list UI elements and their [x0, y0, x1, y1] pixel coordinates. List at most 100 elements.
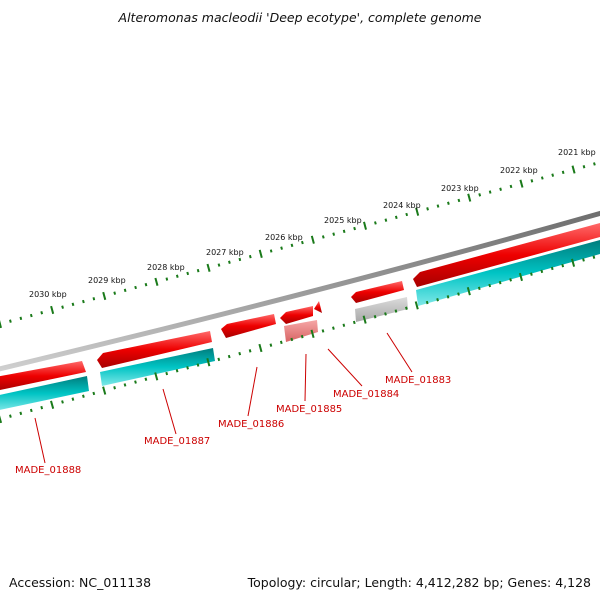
inner-scale-minor-tick — [144, 377, 148, 381]
inner-scale-major-tick — [154, 372, 159, 381]
outer-scale-minor-tick — [238, 257, 242, 262]
gray-feature-block — [355, 297, 408, 322]
outer-scale-minor-tick — [353, 226, 356, 231]
inner-scale-minor-tick — [186, 366, 189, 370]
inner-scale-minor-tick — [290, 337, 294, 342]
inner-scale-minor-tick — [561, 263, 565, 268]
outer-scale-major-tick — [102, 291, 107, 301]
inner-scale-minor-tick — [373, 315, 377, 319]
inner-scale-minor-tick — [436, 298, 439, 302]
leader-line-made-01886 — [247, 366, 258, 417]
inner-scale-minor-tick — [384, 312, 387, 316]
outer-scale-minor-tick — [134, 285, 137, 290]
inner-scale-minor-tick — [582, 258, 585, 262]
outer-scale-minor-tick — [144, 282, 148, 287]
outer-scale-minor-tick — [374, 221, 377, 225]
outer-scale-minor-tick — [478, 193, 482, 197]
gene-arrow-made-01887 — [97, 331, 212, 368]
inner-scale-minor-tick — [40, 405, 44, 410]
gene-arrow-made-01883 — [413, 223, 600, 287]
outer-scale-minor-tick — [269, 249, 273, 253]
inner-scale-minor-tick — [279, 340, 283, 345]
inner-scale-minor-tick — [19, 411, 23, 416]
outer-scale-minor-tick — [290, 243, 294, 248]
inner-scale-major-tick — [50, 400, 55, 409]
gene-label-made-01884: MADE_01884 — [333, 389, 399, 400]
outer-scale-minor-tick — [19, 316, 23, 321]
inner-scale-major-tick — [518, 272, 523, 282]
outer-scale-minor-tick — [332, 232, 336, 236]
outer-scale-minor-tick — [248, 254, 252, 259]
outer-scale-minor-tick — [228, 260, 231, 264]
outer-scale-minor-tick — [186, 271, 190, 276]
outer-scale-major-tick — [0, 319, 2, 329]
outer-scale-major-tick — [571, 165, 576, 174]
inner-scale-minor-tick — [300, 334, 304, 339]
outer-scale-minor-tick — [342, 229, 346, 234]
inner-scale-minor-tick — [269, 343, 273, 347]
inner-scale-major-tick — [206, 358, 211, 367]
outer-scale-minor-tick — [405, 212, 409, 217]
outer-scale-minor-tick — [321, 235, 325, 239]
outer-scale-major-tick — [363, 221, 367, 230]
inner-scale-minor-tick — [550, 266, 554, 271]
inner-scale-minor-tick — [196, 363, 200, 367]
inner-scale-major-tick — [258, 343, 263, 353]
inner-scale-minor-tick — [592, 255, 596, 259]
leader-line-made-01885 — [304, 353, 307, 402]
leader-line-made-01888 — [34, 417, 46, 464]
inner-scale-minor-tick — [457, 292, 460, 296]
scale-label-2021: 2021 kbp — [558, 148, 596, 157]
inner-scale-minor-tick — [61, 400, 64, 404]
outer-scale-minor-tick — [123, 288, 127, 293]
gene-arrow-made-01884 — [351, 281, 404, 303]
scale-label-2024: 2024 kbp — [383, 201, 421, 210]
genome-backbone — [0, 210, 600, 372]
inner-scale-minor-tick — [405, 306, 408, 310]
outer-scale-minor-tick — [61, 305, 64, 309]
outer-scale-minor-tick — [175, 274, 179, 278]
outer-scale-minor-tick — [394, 215, 398, 220]
inner-scale-major-tick — [466, 287, 471, 296]
outer-scale-major-tick — [415, 207, 420, 216]
inner-scale-minor-tick — [352, 320, 356, 325]
pseudogene-block — [284, 320, 318, 342]
inner-scale-minor-tick — [248, 349, 252, 353]
outer-scale-minor-tick — [9, 319, 12, 323]
inner-scale-minor-tick — [488, 283, 492, 288]
inner-scale-minor-tick — [113, 386, 116, 390]
gene-arrow-made-01886 — [221, 314, 276, 338]
inner-scale-major-tick — [310, 329, 315, 338]
inner-scale-minor-tick — [446, 295, 450, 299]
inner-scale-minor-tick — [123, 383, 127, 387]
inner-scale-minor-tick — [82, 394, 85, 398]
outer-scale-minor-tick — [499, 187, 502, 191]
outer-scale-minor-tick — [582, 165, 586, 169]
inner-scale-major-tick — [0, 415, 3, 424]
outer-scale-major-tick — [467, 193, 472, 202]
inner-scale-minor-tick — [92, 391, 96, 396]
outer-scale-minor-tick — [593, 162, 596, 166]
scale-label-2025: 2025 kbp — [324, 216, 362, 225]
leader-line-made-01883 — [386, 332, 413, 373]
scale-label-2022: 2022 kbp — [500, 166, 538, 175]
inner-scale-minor-tick — [321, 329, 325, 333]
inner-scale-minor-tick — [477, 286, 481, 291]
scale-label-2023: 2023 kbp — [441, 184, 479, 193]
inner-scale-minor-tick — [530, 272, 533, 276]
map-title: Alteromonas macleodii 'Deep ecotype', co… — [118, 10, 482, 25]
outer-scale-minor-tick — [561, 170, 565, 175]
inner-scale-minor-tick — [394, 309, 398, 313]
outer-scale-minor-tick — [551, 173, 555, 177]
outer-scale-minor-tick — [457, 198, 461, 203]
gene-arrow-small — [314, 301, 322, 313]
accession-text: Accession: NC_011138 — [9, 575, 152, 590]
inner-scale-minor-tick — [134, 380, 137, 384]
outer-scale-minor-tick — [447, 201, 450, 205]
inner-scale-minor-tick — [227, 354, 231, 359]
outer-scale-major-tick — [206, 263, 211, 272]
inner-scale-minor-tick — [238, 351, 242, 356]
outer-scale-major-tick — [310, 235, 315, 244]
inner-scale-minor-tick — [540, 269, 544, 274]
